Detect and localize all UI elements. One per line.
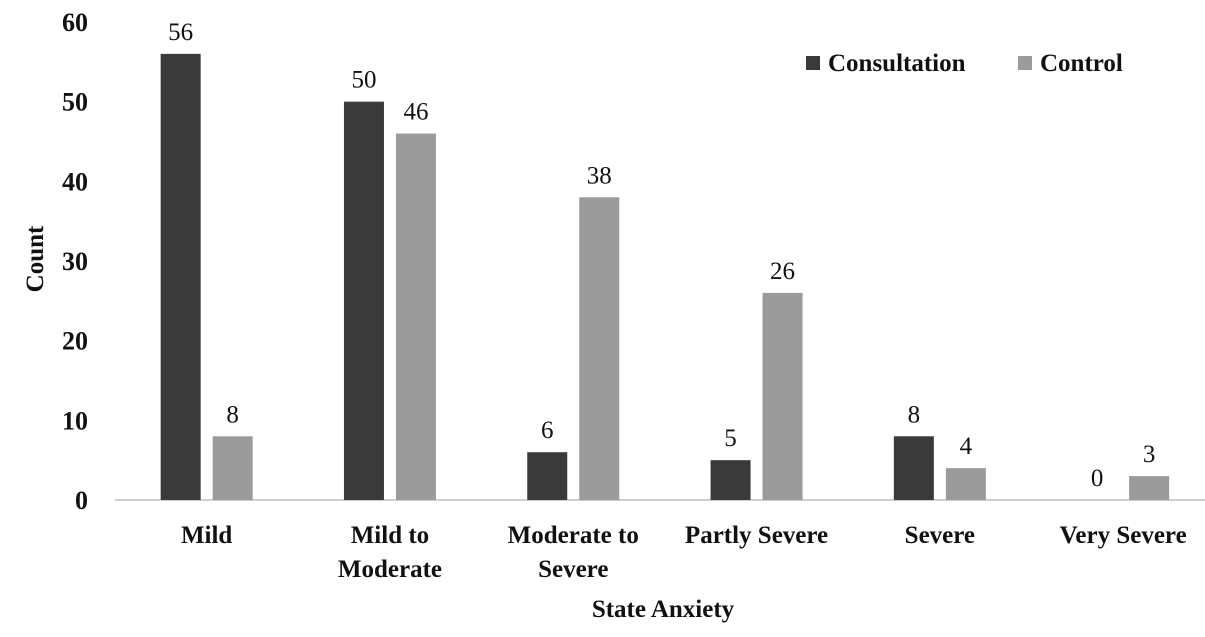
y-tick-label: 30 bbox=[62, 247, 88, 276]
bar-control-3 bbox=[762, 292, 803, 500]
y-tick-label: 50 bbox=[62, 88, 88, 117]
data-label-control-2: 38 bbox=[587, 162, 612, 189]
x-category-label: Severe bbox=[905, 522, 975, 549]
data-label-control-5: 3 bbox=[1143, 441, 1156, 468]
x-axis-title: State Anxiety bbox=[592, 596, 735, 623]
x-category-label: Severe bbox=[538, 556, 608, 583]
legend: Consultation Control bbox=[806, 50, 1123, 77]
legend-swatch-consultation bbox=[806, 56, 820, 70]
x-category-label: Mild bbox=[181, 522, 232, 549]
bar-control-2 bbox=[579, 197, 620, 500]
bar-control-1 bbox=[395, 133, 436, 501]
y-axis-title: Count bbox=[22, 225, 49, 292]
x-category-label: Partly Severe bbox=[685, 522, 828, 549]
x-category-label: Mild to bbox=[351, 522, 429, 549]
bar-consultation-4 bbox=[893, 436, 934, 500]
bar-control-0 bbox=[212, 436, 253, 500]
data-label-consultation-3: 5 bbox=[724, 425, 737, 452]
x-category-label: Very Severe bbox=[1060, 522, 1187, 549]
bar-consultation-2 bbox=[527, 452, 568, 500]
bar-consultation-1 bbox=[343, 101, 384, 501]
y-axis-ticks: 0 10 20 30 40 50 60 bbox=[62, 8, 88, 515]
x-category-label: Moderate to bbox=[508, 522, 639, 549]
data-label-consultation-2: 6 bbox=[541, 417, 554, 444]
data-label-consultation-5: 0 bbox=[1091, 465, 1104, 492]
y-tick-label: 40 bbox=[62, 167, 88, 196]
x-axis-category-labels: Mild Mild to Moderate Moderate to Severe Part… bbox=[181, 522, 1187, 583]
y-tick-label: 10 bbox=[62, 406, 88, 435]
data-label-control-3: 26 bbox=[770, 258, 795, 285]
bar-control-4 bbox=[945, 468, 986, 500]
y-tick-label: 20 bbox=[62, 327, 88, 356]
bar-consultation-3 bbox=[710, 460, 751, 500]
bar-consultation-0 bbox=[160, 53, 201, 500]
legend-label-control: Control bbox=[1040, 50, 1123, 77]
data-label-control-0: 8 bbox=[226, 401, 239, 428]
data-label-consultation-1: 50 bbox=[351, 67, 376, 94]
bar-control-5 bbox=[1129, 476, 1170, 500]
data-labels: 56 8 50 46 6 38 5 26 8 4 0 3 bbox=[168, 19, 1155, 492]
legend-swatch-control bbox=[1018, 56, 1032, 70]
data-label-control-4: 4 bbox=[960, 433, 973, 460]
y-tick-label: 0 bbox=[75, 486, 88, 515]
legend-label-consultation: Consultation bbox=[828, 50, 966, 77]
bars bbox=[160, 53, 1170, 501]
data-label-control-1: 46 bbox=[403, 99, 428, 126]
data-label-consultation-0: 56 bbox=[168, 19, 193, 46]
x-category-label: Moderate bbox=[338, 556, 442, 583]
y-tick-label: 60 bbox=[62, 8, 88, 37]
data-label-consultation-4: 8 bbox=[908, 401, 921, 428]
